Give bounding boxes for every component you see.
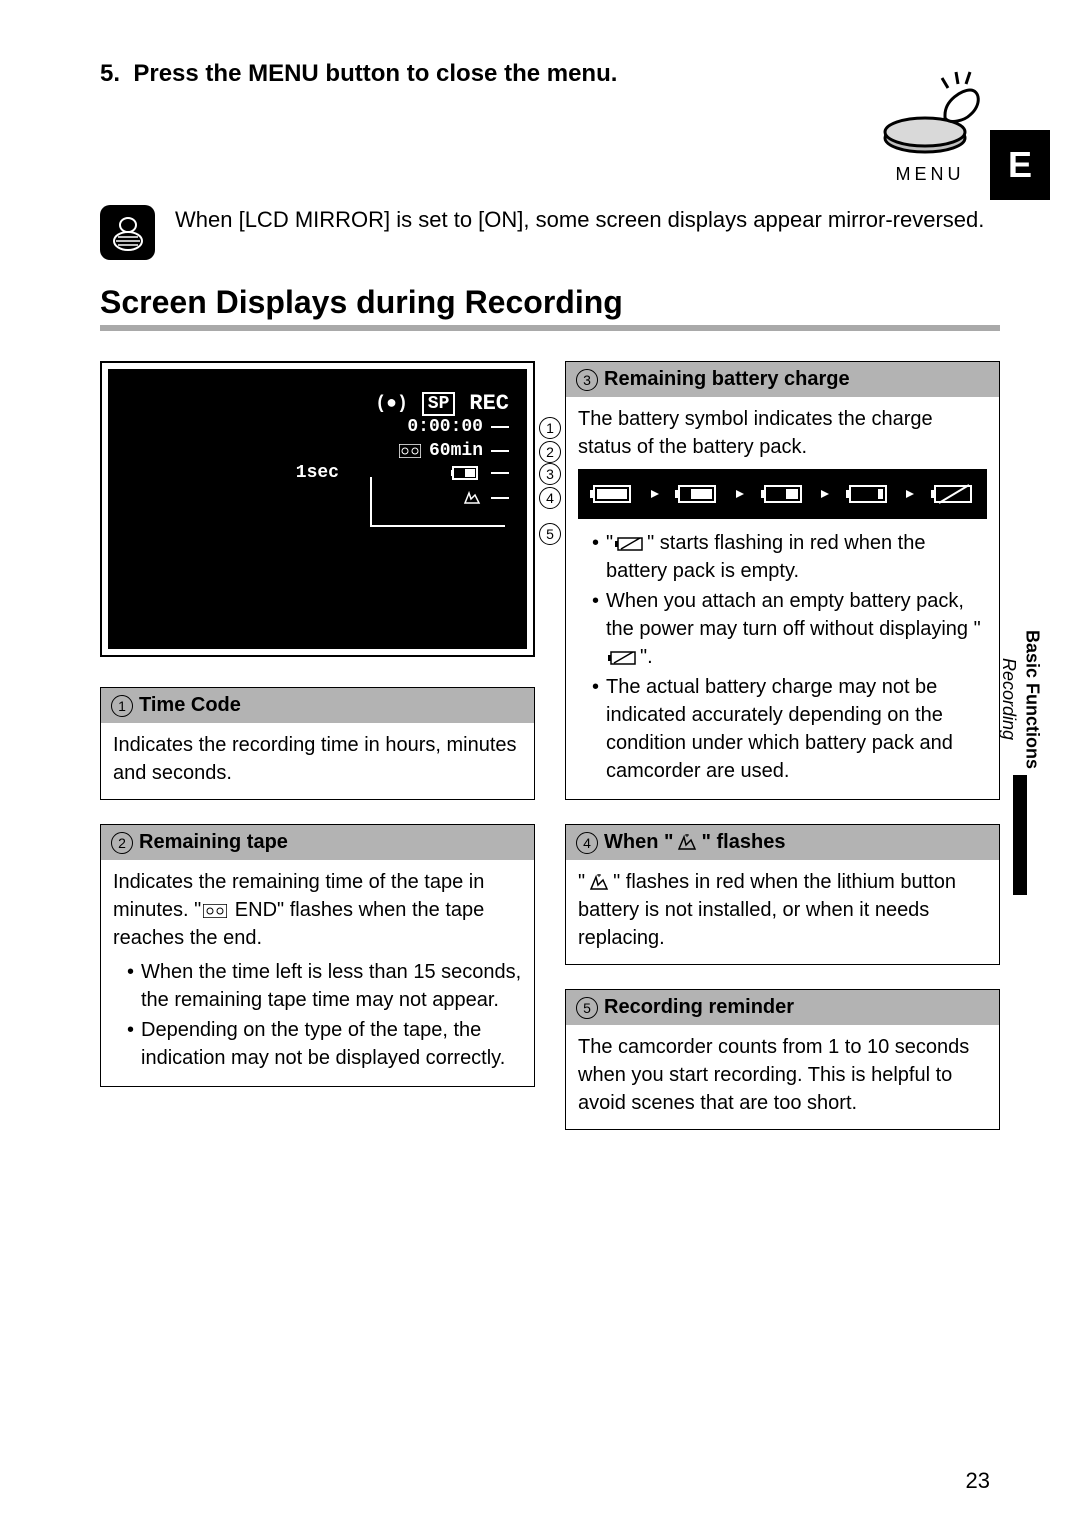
box3-bullet-2: When you attach an empty battery pack, t… (592, 587, 987, 671)
info-box-battery: 3 Remaining battery charge The battery s… (565, 361, 1000, 800)
info-box-remaining-tape: 2 Remaining tape Indicates the remaining… (100, 824, 535, 1087)
note-text: When [LCD MIRROR] is set to [ON], some s… (175, 205, 1000, 235)
lithium-icon (461, 489, 483, 507)
box5-title: Recording reminder (604, 996, 794, 1019)
info-box-recording-reminder: 5 Recording reminder The camcorder count… (565, 989, 1000, 1130)
hand-press-icon (870, 60, 990, 160)
box1-num: 1 (111, 695, 133, 717)
callout-4: 4 (539, 487, 561, 509)
battery-icon (451, 465, 483, 481)
tape-icon (399, 444, 421, 458)
lithium-inline-icon (675, 834, 699, 852)
callout-3: 3 (539, 463, 561, 485)
box4-num: 4 (576, 832, 598, 854)
battery-empty-icon (615, 536, 645, 552)
box3-title: Remaining battery charge (604, 368, 850, 391)
box3-body: The battery symbol indicates the charge … (578, 405, 987, 461)
lithium-inline-icon (587, 874, 611, 892)
callout-2: 2 (539, 441, 561, 463)
callout-1: 1 (539, 417, 561, 439)
page-number: 23 (966, 1468, 990, 1494)
box4-body: "" flashes in red when the lithium butto… (566, 860, 999, 964)
step-row: 5. Press the MENU button to close the me… (100, 60, 1000, 185)
battery-level-strip (578, 469, 987, 519)
lcd-timecode: 0:00:00 (407, 417, 483, 437)
note-row: When [LCD MIRROR] is set to [ON], some s… (100, 205, 1000, 260)
side-bold: Basic Functions (1022, 630, 1042, 769)
lcd-illustration: (●) SP REC 0:00:00 60min 1sec (100, 361, 535, 657)
box3-num: 3 (576, 369, 598, 391)
step-text: 5. Press the MENU button to close the me… (100, 60, 830, 88)
section-heading: Screen Displays during Recording (100, 284, 1000, 331)
box2-title: Remaining tape (139, 831, 288, 854)
box5-num: 5 (576, 997, 598, 1019)
box2-num: 2 (111, 832, 133, 854)
box1-title: Time Code (139, 694, 241, 717)
battery-empty-icon (608, 650, 638, 666)
step-instruction: Press the MENU button to close the menu. (133, 60, 617, 87)
info-box-lithium: 4 When "" flashes "" flashes in red when… (565, 824, 1000, 965)
box2-body: Indicates the remaining time of the tape… (101, 860, 534, 1086)
chapter-side-tab: Basic Functions Recording (990, 630, 1050, 895)
box3-bullet-3: The actual battery charge may not be ind… (592, 673, 987, 785)
box2-bullet-2: Depending on the type of the tape, the i… (127, 1016, 522, 1072)
lcd-mode: SP (422, 392, 456, 416)
box3-bullet-1: "" starts flashing in red when the batte… (592, 529, 987, 585)
callout-5: 5 (539, 523, 561, 545)
tape-inline-icon (203, 904, 227, 918)
lcd-sec: 1sec (296, 463, 339, 483)
note-icon (100, 205, 155, 260)
menu-button-illustration: MENU (860, 60, 1000, 185)
box4-title: When "" flashes (604, 831, 785, 854)
lcd-tape-remaining: 60min (429, 441, 483, 461)
menu-label: MENU (860, 164, 1000, 185)
lcd-stabilizer-icon: (●) (375, 394, 407, 414)
box1-body: Indicates the recording time in hours, m… (101, 723, 534, 799)
box2-bullet-1: When the time left is less than 15 secon… (127, 958, 522, 1014)
lcd-rec: REC (469, 391, 509, 416)
box5-body: The camcorder counts from 1 to 10 second… (566, 1025, 999, 1129)
language-tab: E (990, 130, 1050, 200)
info-box-timecode: 1 Time Code Indicates the recording time… (100, 687, 535, 800)
step-number: 5. (100, 60, 120, 87)
side-italic: Recording (999, 658, 1019, 740)
